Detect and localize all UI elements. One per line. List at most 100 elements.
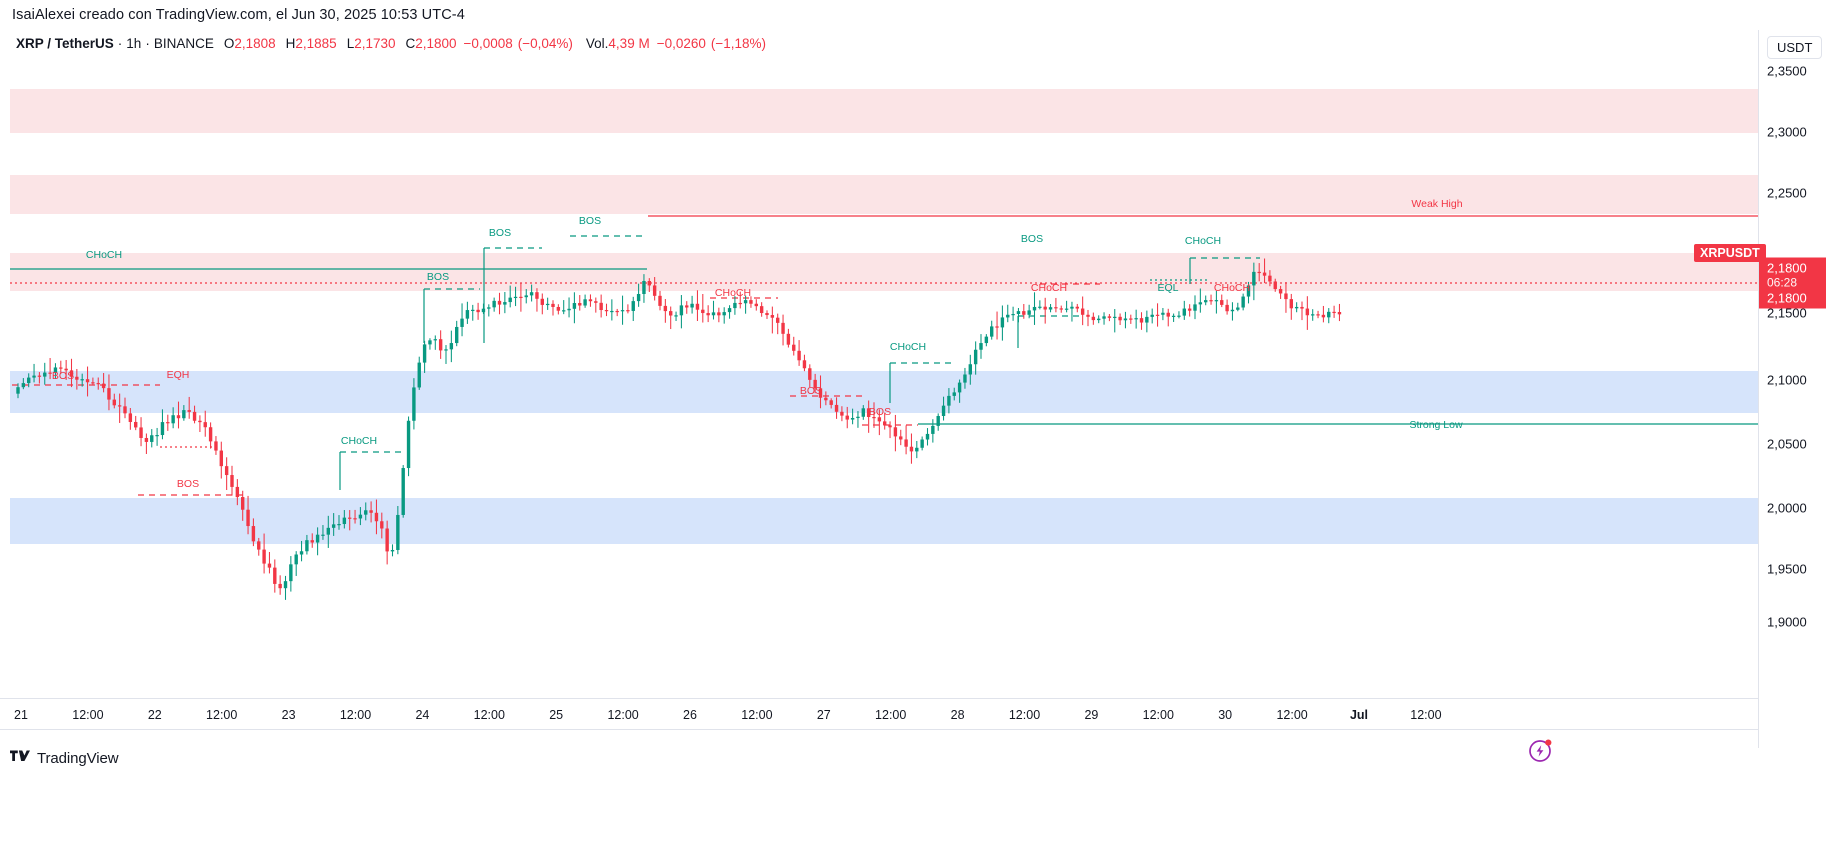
legend-open-label: O xyxy=(223,35,235,51)
candle-body xyxy=(1321,314,1326,318)
candle-body xyxy=(1086,314,1090,317)
last-price-value-secondary: 2,1800 xyxy=(1767,290,1807,306)
candle-body xyxy=(203,422,207,428)
legend-separator-1: · xyxy=(117,35,123,51)
candle-body xyxy=(364,510,368,515)
candle-body xyxy=(1332,311,1336,314)
price-axis[interactable]: USDT 2,3500 2,3000 2,2500 2,1500 2,1000 … xyxy=(1758,30,1826,748)
candle-body xyxy=(872,417,876,419)
candle-body xyxy=(583,299,587,306)
candle-body xyxy=(1043,306,1047,310)
candle-body xyxy=(776,317,780,323)
candle-body xyxy=(1139,318,1144,323)
candle-body xyxy=(27,377,31,384)
currency-badge[interactable]: USDT xyxy=(1767,36,1823,59)
legend-close-label: C xyxy=(405,35,416,51)
candle-body xyxy=(834,404,839,412)
bearish-zone-mid xyxy=(10,175,1758,214)
legend-close-value: 2,1800 xyxy=(415,35,457,51)
annotation-strong low-18: Strong Low xyxy=(1409,419,1463,431)
candle-body xyxy=(283,581,288,589)
legend-exchange: BINANCE xyxy=(153,35,214,51)
annotation-bos-6: BOS xyxy=(489,227,511,239)
candle-body xyxy=(984,336,989,344)
candle-body xyxy=(257,541,261,550)
candle-body xyxy=(1123,318,1128,321)
candle-body xyxy=(198,420,202,423)
candle-body xyxy=(476,309,480,313)
candle-body xyxy=(973,349,978,365)
candle-body xyxy=(385,528,389,552)
candle-body xyxy=(176,415,181,419)
candle-body xyxy=(396,514,400,550)
candle-body xyxy=(1000,317,1005,328)
candle-body xyxy=(428,340,432,345)
candle-body xyxy=(626,310,630,312)
candle-body xyxy=(321,534,325,536)
time-axis[interactable]: 21 12:00 22 12:00 23 12:00 24 12:00 25 12:00 26 12:… xyxy=(0,698,1758,730)
candle-body xyxy=(797,350,801,361)
price-tick-4: 2,1000 xyxy=(1767,372,1807,388)
candle-body xyxy=(444,349,448,351)
candle-body xyxy=(754,303,758,307)
candle-body xyxy=(16,387,20,394)
candle-body xyxy=(412,387,416,421)
candle-body xyxy=(572,303,577,309)
candle-body xyxy=(738,302,742,305)
candle-body xyxy=(417,362,421,388)
candle-body xyxy=(925,433,930,440)
time-tick-5: 12:00 xyxy=(339,708,372,722)
candle-body xyxy=(353,518,357,520)
candle-body xyxy=(1054,307,1058,309)
candle-body xyxy=(80,379,84,381)
candle-body xyxy=(1187,308,1192,311)
legend-volume-change-pct: (−1,18%) xyxy=(710,35,767,51)
candle-body xyxy=(107,388,111,400)
candle-body xyxy=(1145,316,1149,323)
candle-body xyxy=(219,450,223,467)
legend-symbol[interactable]: XRP / TetherUS xyxy=(16,35,114,51)
candle-body xyxy=(166,422,170,424)
candle-body xyxy=(1252,271,1256,286)
candle-body xyxy=(460,318,464,327)
candle-body xyxy=(326,527,330,535)
candle-body xyxy=(588,299,593,302)
candle-body xyxy=(1075,306,1079,309)
candle-body xyxy=(48,372,52,374)
time-tick-19: 12:00 xyxy=(1276,708,1308,722)
candle-body xyxy=(1080,308,1085,315)
last-price-badge[interactable]: 2,1800 06:28 2,1800 xyxy=(1759,257,1826,309)
last-price-value: 2,1800 xyxy=(1767,260,1807,276)
legend-volume-change-abs: −0,0260 xyxy=(656,35,706,51)
time-tick-20: Jul xyxy=(1349,708,1369,722)
order-block-zones xyxy=(10,89,1758,544)
candle-body xyxy=(487,307,491,309)
candle-body xyxy=(1102,316,1106,319)
candle-body xyxy=(492,300,496,308)
candle-body xyxy=(508,297,512,303)
chart-plot-area[interactable]: CHoCH BOS EQH BOS CHoCH BOS BOS BOS CHoCH BOS BOS C… xyxy=(10,58,1758,698)
symbol-price-tag[interactable]: XRPUSDT xyxy=(1694,244,1766,262)
candle-body xyxy=(155,435,159,437)
candle-body xyxy=(1032,306,1037,311)
lightning-bolt-icon[interactable] xyxy=(1528,737,1554,763)
time-tick-11: 12:00 xyxy=(741,708,773,722)
candle-body xyxy=(1038,306,1042,308)
legend-low-label: L xyxy=(346,35,355,51)
candle-body xyxy=(743,300,748,304)
candle-body xyxy=(733,302,737,309)
candle-body xyxy=(1294,306,1299,309)
candle-body xyxy=(813,379,817,389)
candle-body xyxy=(390,549,395,552)
candle-body xyxy=(594,301,598,303)
candle-body xyxy=(968,364,972,375)
candle-body xyxy=(904,439,908,447)
legend-resolution[interactable]: 1h xyxy=(126,35,142,51)
candle-body xyxy=(401,468,405,515)
candle-body xyxy=(642,280,646,294)
time-tick-3: 12:00 xyxy=(206,708,238,722)
candle-body xyxy=(1337,312,1342,315)
candle-body xyxy=(669,311,673,316)
candle-body xyxy=(936,415,940,426)
